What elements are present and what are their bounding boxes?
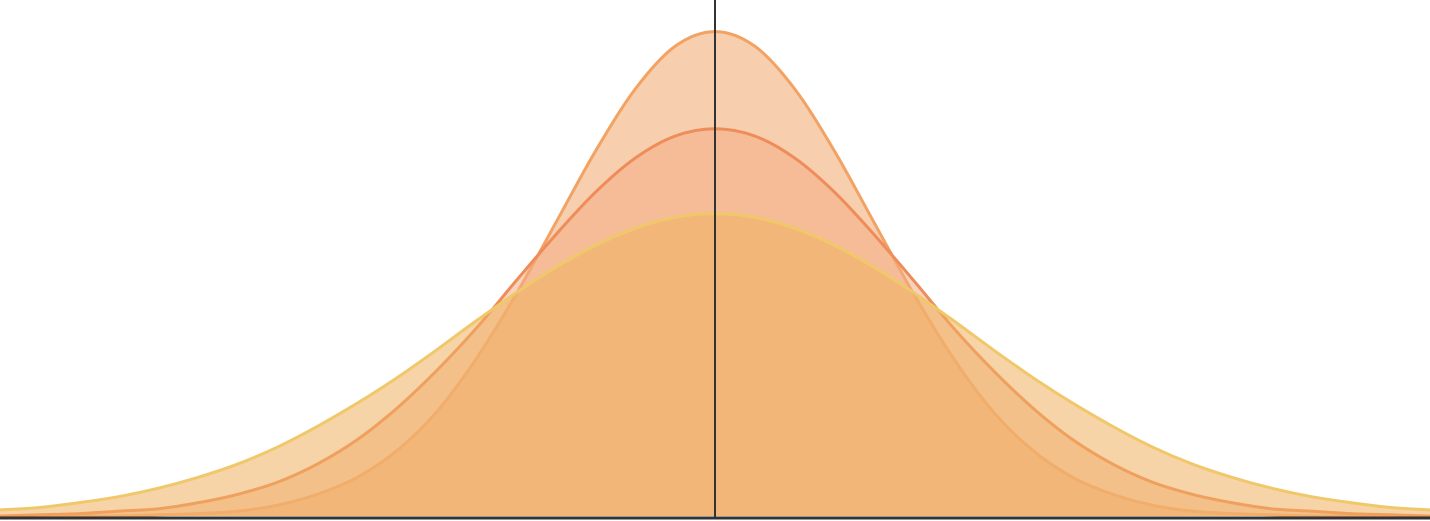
chart	[0, 0, 1430, 520]
page: (() => { const data = JSON.parse(documen…	[0, 0, 1430, 521]
